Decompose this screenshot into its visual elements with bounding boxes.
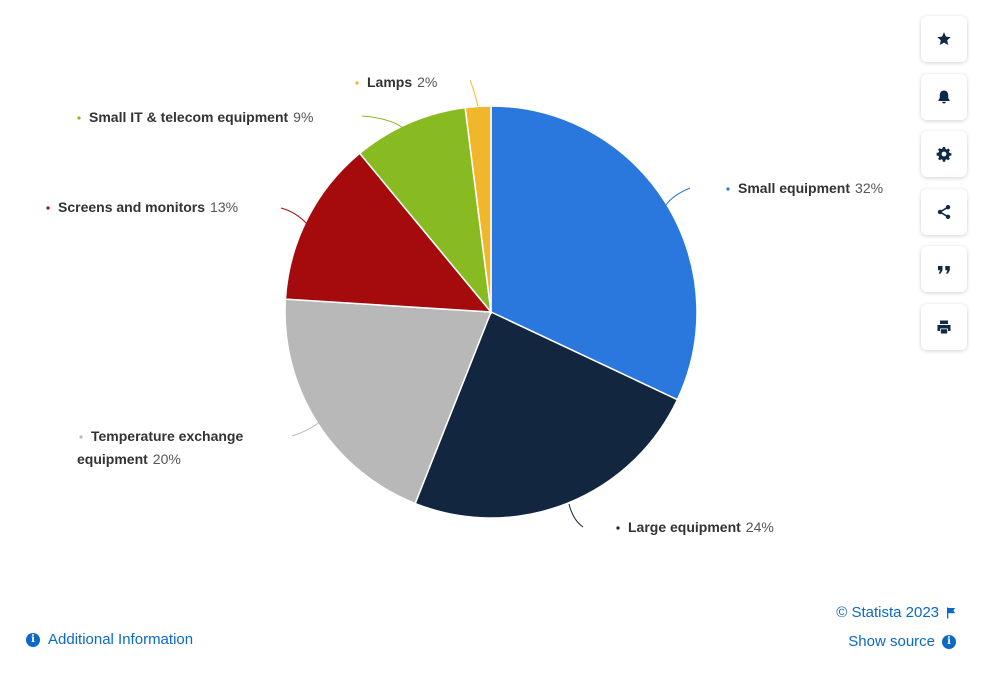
label-bullet-temperature-exchange-equipment bbox=[79, 435, 83, 439]
notification-button[interactable] bbox=[921, 73, 967, 120]
additional-information-label: Additional Information bbox=[48, 631, 194, 648]
show-source-link[interactable]: Show source i bbox=[848, 633, 956, 650]
info-icon: i bbox=[26, 632, 40, 647]
credit-label: © Statista 2023 bbox=[836, 604, 939, 621]
connector-temperature-exchange-equipment bbox=[291, 421, 321, 437]
label-bullet-small-equipment bbox=[726, 187, 730, 191]
info-icon: i bbox=[942, 634, 956, 649]
statista-credit[interactable]: © Statista 2023 bbox=[836, 604, 956, 621]
pie-slice-small-equipment[interactable] bbox=[490, 105, 698, 401]
connector-small-it-and-telecom-equipment bbox=[361, 115, 410, 136]
data-label-screens-and-monitors: Screens and monitors 13% bbox=[58, 199, 238, 215]
data-label-small-equipment: Small equipment 32% bbox=[738, 180, 883, 196]
label-bullet-large-equipment bbox=[616, 526, 620, 530]
print-button[interactable] bbox=[921, 303, 967, 350]
gear-icon bbox=[936, 147, 952, 162]
bell-icon bbox=[938, 90, 950, 104]
pie-slice-large-equipment[interactable] bbox=[414, 310, 679, 519]
connector-lamps bbox=[469, 79, 479, 107]
data-label-lamps: Lamps 2% bbox=[367, 74, 437, 90]
show-source-label: Show source bbox=[848, 633, 935, 650]
pie-slice-temperature-exchange-equipment[interactable] bbox=[284, 298, 493, 505]
label-bullet-lamps bbox=[355, 81, 359, 85]
share-button[interactable] bbox=[921, 188, 967, 235]
share-icon bbox=[937, 204, 951, 219]
pie-chart: Small equipment 32% Large equipment 24% Temp… bbox=[46, 74, 883, 535]
chart-toolbar bbox=[921, 16, 969, 362]
settings-button[interactable] bbox=[921, 131, 967, 178]
label-bullet-small-it-and-telecom-equipment bbox=[77, 116, 81, 120]
data-label-small-it-and-telecom-equipment: Small IT & telecom equipment 9% bbox=[89, 109, 313, 125]
pie-slice-small-it-and-telecom-equipment[interactable] bbox=[358, 106, 493, 315]
quote-icon bbox=[938, 266, 950, 274]
additional-information-link[interactable]: i Additional Information bbox=[26, 631, 193, 648]
star-icon bbox=[937, 32, 951, 45]
pie-slice-lamps[interactable] bbox=[464, 105, 492, 313]
favorite-button[interactable] bbox=[921, 16, 967, 62]
flag-icon bbox=[947, 607, 956, 618]
pie-slice-screens-and-monitors[interactable] bbox=[284, 152, 493, 313]
data-label-large-equipment: Large equipment 24% bbox=[628, 519, 774, 535]
connector-screens-and-monitors bbox=[280, 207, 308, 225]
label-bullet-screens-and-monitors bbox=[46, 206, 50, 210]
print-icon bbox=[937, 320, 951, 334]
connector-small-equipment bbox=[665, 187, 691, 206]
cite-button[interactable] bbox=[921, 246, 967, 293]
connector-large-equipment bbox=[568, 503, 584, 528]
data-label-temperature-exchange-equipment: Temperature exchange equipment 20% bbox=[77, 428, 243, 467]
